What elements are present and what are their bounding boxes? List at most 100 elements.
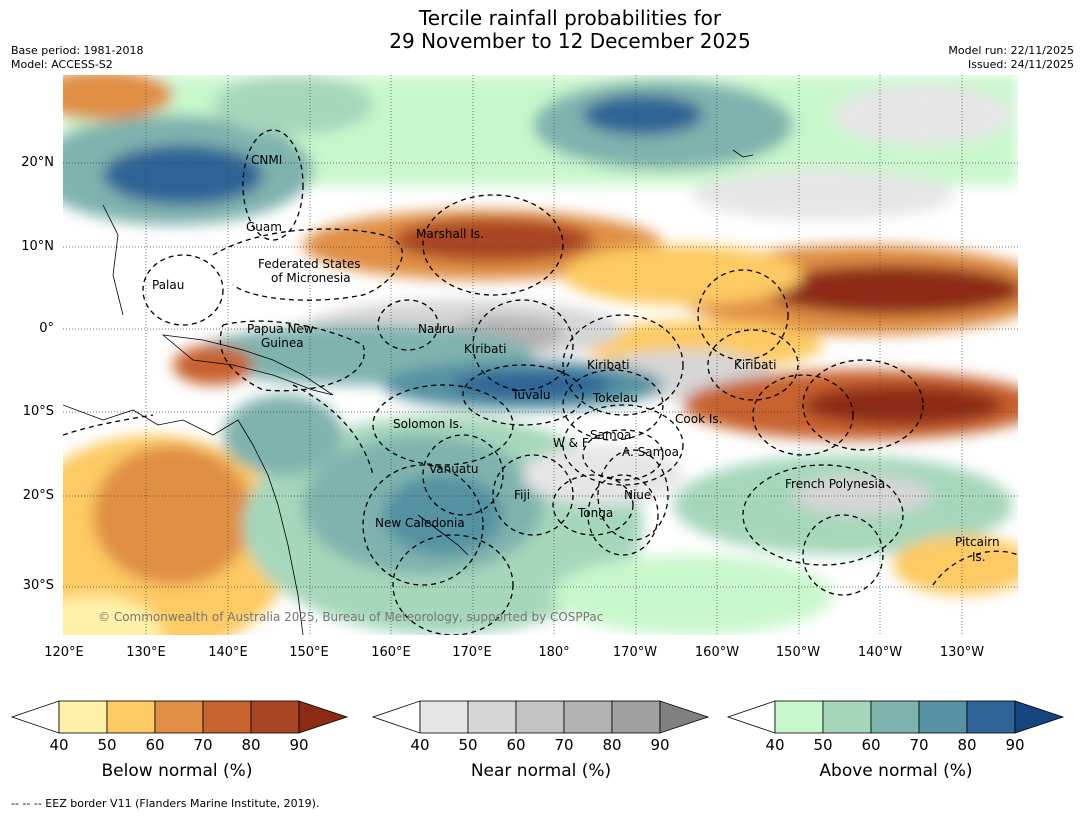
lat-tick-0: 20°N bbox=[21, 155, 54, 170]
lon-tick-9: 150°W bbox=[775, 645, 821, 660]
label-asamoa: A. Samoa bbox=[622, 445, 679, 459]
label-solomon: Solomon Is. bbox=[393, 417, 463, 431]
colorbar-below-label: Below normal (%) bbox=[101, 761, 253, 781]
above-tick-90: 90 bbox=[1005, 736, 1025, 754]
label-cook: Cook Is. bbox=[675, 412, 722, 426]
region-labels: CNMI Guam Marshall Is. Federated States … bbox=[152, 153, 1000, 564]
near-swatch-3 bbox=[563, 700, 613, 734]
above-high-arrow bbox=[1014, 700, 1065, 734]
near-swatch-1 bbox=[467, 700, 517, 734]
eez-footer-note: -- -- -- EEZ border V11 (Flanders Marine… bbox=[11, 797, 320, 810]
label-tuvalu: Tuvalu bbox=[511, 388, 551, 402]
lat-tick-5: 30°S bbox=[22, 578, 54, 593]
near-high-arrow bbox=[659, 700, 710, 734]
label-fsm: Federated States bbox=[258, 257, 360, 271]
above-low-arrow bbox=[726, 700, 776, 734]
above-swatch-2 bbox=[870, 700, 920, 734]
lat-tick-2: 0° bbox=[39, 321, 54, 336]
below-tick-50: 50 bbox=[97, 736, 117, 754]
eez-borders bbox=[63, 129, 1018, 635]
colorbar-near bbox=[371, 700, 710, 734]
label-kiribati-1: Kiribati bbox=[464, 342, 506, 356]
near-low-arrow bbox=[371, 700, 421, 734]
lon-tick-4: 160°E bbox=[371, 645, 411, 660]
issued-date: Issued: 24/11/2025 bbox=[967, 58, 1074, 71]
lat-tick-3: 10°S bbox=[22, 404, 54, 419]
lon-tick-3: 150°E bbox=[289, 645, 329, 660]
colorbar-below bbox=[10, 700, 349, 734]
title-line-1: Tercile rainfall probabilities for bbox=[418, 6, 722, 30]
meta-right: Model run: 22/11/2025 Issued: 24/11/2025 bbox=[948, 44, 1074, 72]
label-nauru: Nauru bbox=[418, 322, 454, 336]
colorbars bbox=[10, 700, 1065, 734]
label-palau: Palau bbox=[152, 278, 184, 292]
near-tick-50: 50 bbox=[458, 736, 478, 754]
label-tonga: Tonga bbox=[577, 506, 613, 520]
colorbar-near-label: Near normal (%) bbox=[470, 761, 612, 781]
meta-left: Base period: 1981-2018 Model: ACCESS-S2 bbox=[11, 44, 143, 72]
title-line-2: 29 November to 12 December 2025 bbox=[389, 29, 751, 53]
label-kiribati-3: Kiribati bbox=[734, 358, 776, 372]
label-pitcairn-2: Is. bbox=[972, 550, 986, 564]
lon-tick-10: 140°W bbox=[857, 645, 903, 660]
label-png: Papua New bbox=[247, 322, 314, 336]
lon-tick-1: 130°E bbox=[126, 645, 166, 660]
below-swatch-2 bbox=[154, 700, 204, 734]
below-tick-40: 40 bbox=[49, 736, 69, 754]
below-tick-70: 70 bbox=[193, 736, 213, 754]
below-swatch-4 bbox=[250, 700, 300, 734]
above-swatch-3 bbox=[918, 700, 968, 734]
near-swatch-0 bbox=[419, 700, 469, 734]
lon-tick-6: 180° bbox=[538, 645, 570, 660]
lat-tick-1: 10°N bbox=[21, 239, 54, 254]
colorbar-above bbox=[726, 700, 1065, 734]
below-swatch-3 bbox=[202, 700, 252, 734]
label-guam: Guam bbox=[246, 220, 282, 234]
label-samoa: Samoa bbox=[590, 428, 631, 442]
probability-field bbox=[63, 75, 1018, 635]
below-high-arrow bbox=[298, 700, 349, 734]
label-niue: Niue bbox=[624, 488, 651, 502]
below-tick-90: 90 bbox=[289, 736, 309, 754]
above-tick-50: 50 bbox=[813, 736, 833, 754]
graticule bbox=[63, 75, 1018, 635]
colorbar-above-label: Above normal (%) bbox=[819, 761, 973, 781]
lon-tick-11: 130°W bbox=[939, 645, 985, 660]
below-low-arrow bbox=[10, 700, 60, 734]
lon-tick-8: 160°W bbox=[694, 645, 740, 660]
coastlines bbox=[63, 149, 754, 635]
label-fiji: Fiji bbox=[514, 488, 530, 502]
above-tick-70: 70 bbox=[909, 736, 929, 754]
below-tick-80: 80 bbox=[241, 736, 261, 754]
below-tick-60: 60 bbox=[145, 736, 165, 754]
label-frpoly: French Polynesia bbox=[785, 477, 885, 491]
lon-tick-7: 170°W bbox=[612, 645, 658, 660]
label-newcal: New Caledonia bbox=[375, 516, 465, 530]
label-kiribati-2: Kiribati bbox=[587, 358, 629, 372]
label-marshall: Marshall Is. bbox=[416, 227, 484, 241]
label-wf: W & F bbox=[553, 436, 589, 450]
label-png-2: Guinea bbox=[261, 336, 304, 350]
model-run: Model run: 22/11/2025 bbox=[948, 44, 1074, 57]
above-tick-60: 60 bbox=[861, 736, 881, 754]
label-pitcairn: Pitcairn bbox=[955, 535, 1000, 549]
near-tick-80: 80 bbox=[602, 736, 622, 754]
label-vanuatu: Vanuatu bbox=[429, 462, 479, 476]
near-swatch-4 bbox=[611, 700, 661, 734]
lon-tick-0: 120°E bbox=[44, 645, 84, 660]
copyright-text: © Commonwealth of Australia 2025, Bureau… bbox=[98, 610, 603, 624]
model-name: Model: ACCESS-S2 bbox=[11, 58, 113, 71]
below-swatch-1 bbox=[106, 700, 156, 734]
near-swatch-2 bbox=[515, 700, 565, 734]
lon-tick-2: 140°E bbox=[208, 645, 248, 660]
above-swatch-0 bbox=[774, 700, 824, 734]
above-tick-80: 80 bbox=[957, 736, 977, 754]
rainfall-probability-map: CNMI Guam Marshall Is. Federated States … bbox=[63, 75, 1018, 635]
below-swatch-0 bbox=[58, 700, 108, 734]
label-fsm-2: of Micronesia bbox=[271, 271, 351, 285]
label-cnmi: CNMI bbox=[251, 153, 282, 167]
lat-tick-4: 20°S bbox=[22, 488, 54, 503]
near-tick-60: 60 bbox=[506, 736, 526, 754]
base-period: Base period: 1981-2018 bbox=[11, 44, 144, 57]
above-swatch-4 bbox=[966, 700, 1016, 734]
